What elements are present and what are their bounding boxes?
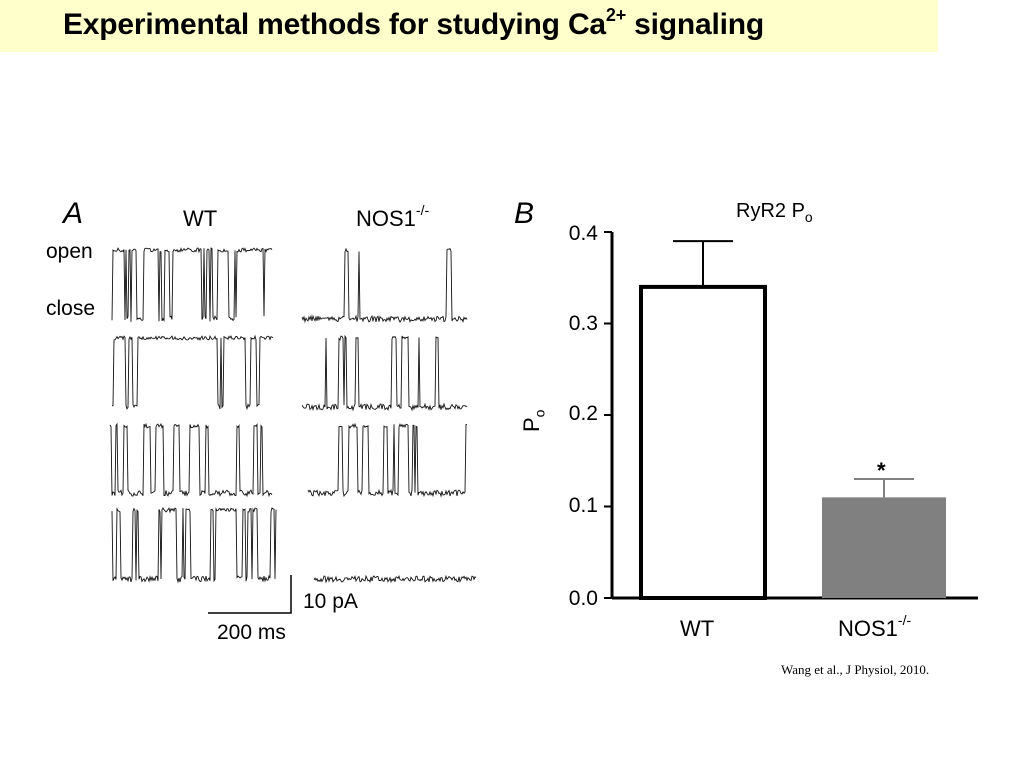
channel-trace: [301, 247, 468, 324]
nos1-column-label: NOS1-/-: [356, 202, 429, 232]
title-main: Experimental methods for studying Ca: [63, 8, 606, 41]
channel-trace: [111, 507, 277, 584]
y-tick-label: 0.4: [568, 222, 598, 245]
open-state-label: open: [46, 240, 93, 263]
time-scale-label: 200 ms: [217, 621, 286, 644]
current-scale-label: 10 pA: [303, 590, 358, 613]
bar-group: [604, 231, 946, 600]
channel-trace: [111, 247, 273, 323]
channel-trace: [109, 422, 273, 498]
wt-column-label: WT: [183, 206, 218, 231]
channel-trace: [313, 574, 477, 584]
x-tick-label-nos1-sup: -/-: [897, 612, 912, 628]
x-tick-label-nos1-text: NOS1: [838, 616, 898, 641]
y-tick-label: 0.3: [568, 312, 598, 335]
title-end: signaling: [626, 8, 765, 41]
chart-title-text: RyR2 P: [736, 200, 805, 222]
x-tick-label-nos1: NOS1-/-: [838, 612, 911, 642]
close-state-label: close: [46, 297, 96, 320]
chart-title: RyR2 Po: [736, 200, 813, 225]
slide-title: Experimental methods for studying Ca2+ s…: [63, 5, 765, 42]
title-superscript: 2+: [605, 5, 627, 25]
channel-trace: [111, 334, 274, 411]
panel-b-letter: B: [514, 197, 535, 230]
channel-traces: [109, 247, 477, 584]
title-bar: [0, 0, 938, 52]
y-tick-label: 0.2: [568, 402, 598, 425]
chart-title-sub: o: [804, 209, 813, 225]
x-tick-label-wt: WT: [680, 616, 715, 641]
significance-star: *: [877, 458, 886, 483]
panel-a-letter: A: [63, 197, 84, 230]
citation: Wang et al., J Physiol, 2010.: [781, 662, 930, 677]
channel-trace: [301, 334, 468, 412]
channel-trace: [307, 422, 468, 498]
scale-bar: [208, 575, 292, 614]
y-tick-label: 0.0: [568, 587, 598, 610]
nos1-column-label-text: NOS1: [356, 206, 416, 231]
bar-1: [822, 497, 946, 598]
bar-0: [639, 284, 767, 600]
y-tick-label: 0.1: [568, 494, 598, 517]
nos1-column-label-sup: -/-: [415, 202, 430, 218]
